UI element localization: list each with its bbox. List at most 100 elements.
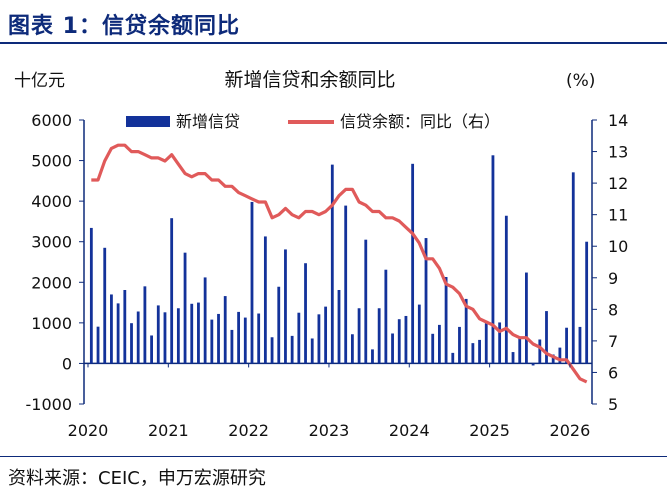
credit-bar — [484, 323, 488, 364]
credit-bar — [464, 298, 468, 364]
title-rule — [0, 42, 667, 44]
right-tick-label: 8 — [608, 300, 618, 319]
credit-bar — [437, 324, 441, 364]
legend-bars-label: 新增信贷 — [176, 112, 240, 131]
x-tick-label: 2024 — [389, 421, 430, 440]
credit-bar — [471, 343, 475, 364]
figure-title: 图表 1：信贷余额同比 — [8, 14, 240, 39]
credit-bar — [237, 311, 241, 364]
right-tick-label: 5 — [608, 395, 618, 414]
credit-bar — [377, 308, 381, 364]
credit-bar — [538, 339, 542, 364]
x-tick-label: 2023 — [309, 421, 350, 440]
credit-bar — [571, 172, 575, 364]
legend: 新增信贷 信贷余额：同比（右） — [126, 112, 500, 131]
credit-bar — [411, 163, 415, 364]
credit-bar — [116, 303, 120, 364]
credit-bar — [136, 311, 140, 364]
right-axis-unit: (%) — [566, 71, 595, 91]
credit-bar — [190, 303, 194, 364]
credit-bar — [371, 349, 374, 364]
source-note: 资料来源：CEIC，申万宏源研究 — [8, 468, 266, 489]
left-tick-label: 4000 — [31, 192, 72, 211]
credit-bar — [417, 304, 421, 364]
credit-bar — [431, 333, 435, 364]
credit-bar — [397, 319, 401, 364]
yoy-line — [91, 143, 588, 384]
credit-bar — [290, 335, 294, 364]
credit-bar — [176, 308, 180, 364]
credit-bar — [284, 249, 287, 364]
left-tick-label: 5000 — [31, 152, 72, 171]
left-tick-label: 2000 — [31, 273, 72, 292]
credit-bar — [330, 164, 334, 364]
credit-bar — [424, 238, 428, 364]
credit-bar — [531, 363, 535, 366]
right-tick-label: 12 — [608, 174, 628, 193]
credit-bar — [197, 302, 200, 364]
right-tick-label: 11 — [608, 206, 628, 225]
credit-bar — [230, 329, 234, 364]
right-tick-label: 14 — [608, 111, 628, 130]
credit-bar — [257, 313, 261, 364]
credit-bar — [350, 334, 354, 364]
credit-bar — [504, 215, 508, 364]
credit-bar — [458, 326, 461, 364]
credit-bar — [451, 352, 455, 364]
credit-bar — [217, 313, 220, 364]
x-tick-label: 2025 — [469, 421, 510, 440]
credit-bar — [324, 306, 328, 364]
credit-bar — [317, 314, 321, 364]
right-tick-label: 9 — [608, 269, 618, 288]
credit-bar — [156, 305, 160, 364]
credit-bar — [578, 326, 582, 364]
right-tick-label: 10 — [608, 237, 628, 256]
credit-bar — [110, 294, 113, 364]
x-tick-label: 2026 — [550, 421, 591, 440]
credit-bar — [277, 286, 281, 364]
credit-bar — [585, 241, 589, 364]
credit-bar — [404, 315, 408, 364]
credit-bar — [551, 354, 555, 364]
credit-bar — [130, 323, 133, 364]
credit-bar — [270, 337, 274, 364]
left-tick-label: -1000 — [26, 395, 73, 414]
credit-bar — [384, 269, 388, 364]
credit-bar — [525, 272, 528, 364]
credit-bar — [478, 339, 481, 364]
credit-bar — [511, 352, 515, 364]
credit-bar — [364, 239, 368, 364]
x-tick-label: 2020 — [68, 421, 109, 440]
credit-bar — [243, 317, 247, 364]
left-axis-unit: 十亿元 — [14, 71, 65, 91]
chart-title: 新增信贷和余额同比 — [224, 69, 395, 91]
credit-bar — [518, 338, 522, 364]
x-tick-label: 2022 — [228, 421, 269, 440]
credit-bar — [150, 335, 153, 364]
credit-bar — [304, 263, 307, 364]
right-tick-label: 7 — [608, 332, 618, 351]
credit-bar — [344, 205, 348, 364]
credit-bar — [170, 218, 174, 364]
credit-bar — [565, 327, 568, 364]
x-tick-label: 2021 — [148, 421, 189, 440]
left-tick-label: 0 — [62, 354, 72, 373]
credit-bar — [297, 312, 301, 364]
credit-bar — [203, 277, 207, 364]
source-rule — [0, 456, 667, 457]
credit-bar — [491, 155, 495, 364]
right-tick-label: 13 — [608, 143, 628, 162]
credit-bar — [163, 312, 167, 364]
left-tick-label: 6000 — [31, 111, 72, 130]
legend-line-label: 信贷余额：同比（右） — [340, 112, 500, 131]
credit-bar — [89, 227, 93, 364]
credit-bar — [391, 333, 394, 364]
right-tick-label: 6 — [608, 363, 618, 382]
credit-bar — [558, 347, 562, 364]
credit-bar — [223, 296, 227, 364]
credit-bar — [444, 277, 448, 364]
credit-bar — [357, 308, 361, 364]
credit-bar — [123, 289, 127, 364]
credit-bar — [143, 286, 147, 364]
